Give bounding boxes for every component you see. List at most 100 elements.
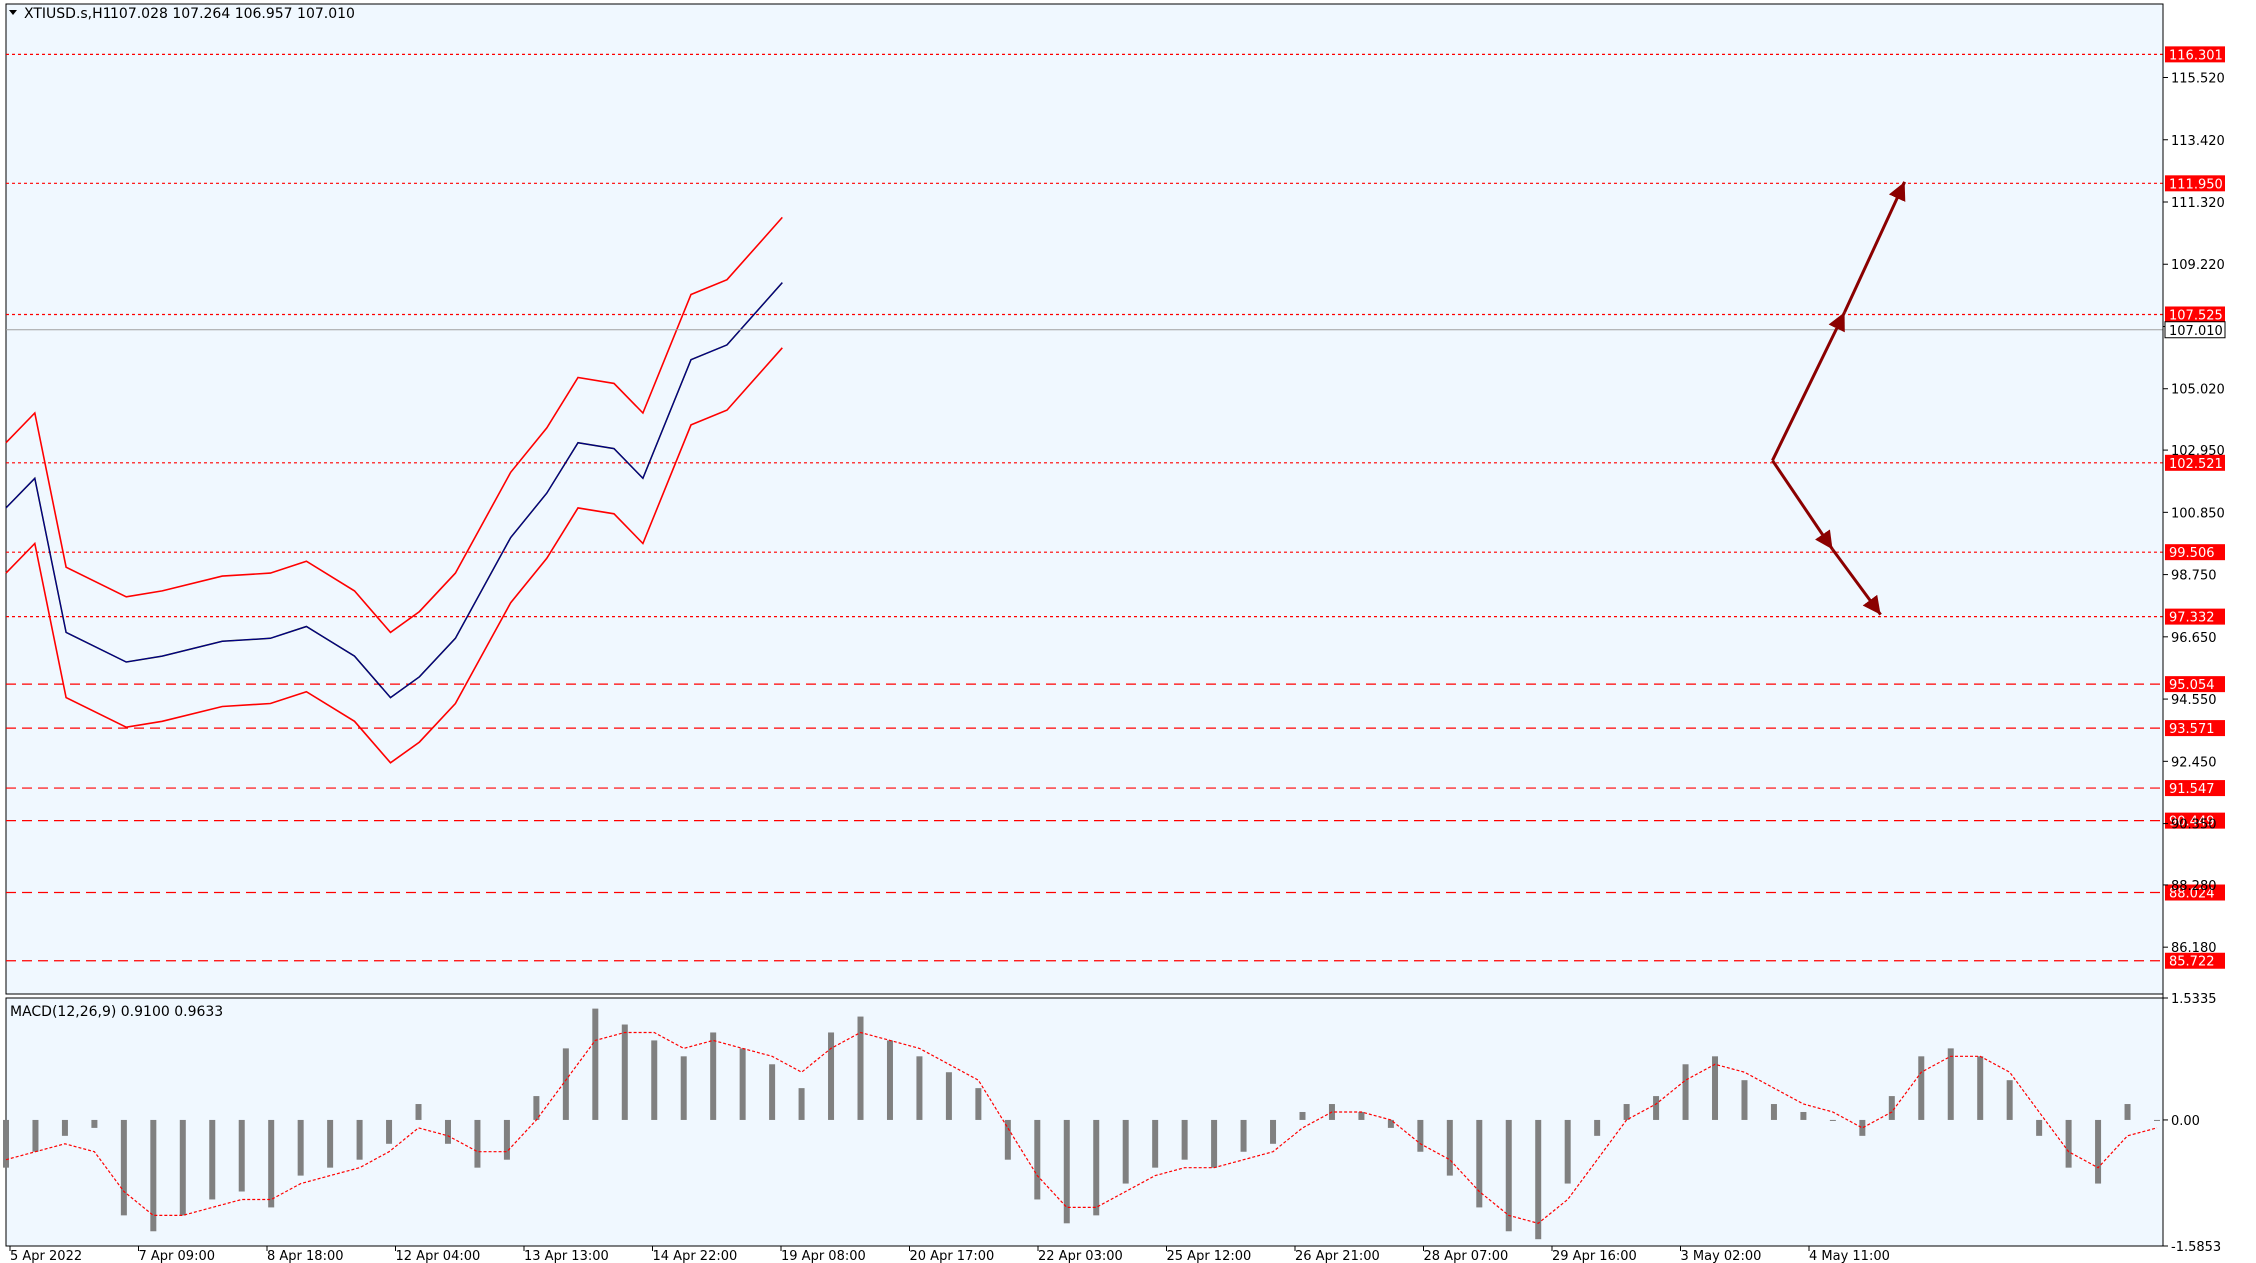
macd-histogram-bar — [327, 1119, 334, 1168]
macd-histogram-bar — [1712, 1056, 1719, 1120]
bollinger-lower-band — [5, 347, 783, 764]
macd-histogram-bar — [1358, 1111, 1365, 1120]
level-price-label: 116.301 — [2169, 48, 2223, 63]
y-tick-label: 94.550 — [2171, 693, 2217, 708]
macd-histogram-bar — [268, 1119, 275, 1208]
macd-histogram-bar — [1211, 1119, 1218, 1168]
x-tick-label: 13 Apr 13:00 — [524, 1249, 609, 1263]
y-tick-label: 96.650 — [2171, 631, 2217, 646]
x-tick-label: 19 Apr 08:00 — [781, 1249, 866, 1263]
x-tick-label: 8 Apr 18:00 — [267, 1249, 344, 1263]
price-panel[interactable] — [5, 3, 2164, 995]
level-price-label: 97.332 — [2169, 611, 2215, 626]
macd-histogram-bar — [2006, 1080, 2013, 1120]
macd-histogram-bar — [1417, 1119, 1424, 1152]
symbol-label: XTIUSD.s,H1 — [24, 6, 112, 22]
level-price-tag — [2165, 306, 2225, 323]
macd-histogram-bar — [2124, 1104, 2131, 1120]
macd-histogram-bar — [91, 1119, 98, 1128]
level-price-label: 88.024 — [2169, 887, 2215, 902]
macd-panel[interactable] — [5, 997, 2164, 1247]
macd-histogram-bar — [2154, 1119, 2160, 1121]
current-price-label: 107.010 — [2169, 324, 2223, 339]
macd-histogram-bar — [651, 1040, 658, 1120]
macd-histogram-bar — [3, 1119, 9, 1168]
ohlc-readout: 107.028 107.264 106.957 107.010 — [110, 6, 355, 22]
macd-histogram-bar — [562, 1048, 569, 1120]
level-price-tag — [2165, 676, 2225, 693]
macd-histogram-bar — [474, 1119, 481, 1168]
macd-histogram-bar — [1682, 1064, 1689, 1120]
level-price-tag — [2165, 175, 2225, 192]
scenario-arrow — [1771, 311, 1846, 462]
macd-histogram-bar — [1505, 1119, 1512, 1232]
macd-histogram-bar — [386, 1119, 393, 1144]
macd-histogram-bar — [798, 1088, 805, 1120]
y-tick-label: 109.220 — [2171, 258, 2225, 273]
macd-histogram-bar — [179, 1119, 186, 1216]
level-price-tag — [2165, 608, 2225, 625]
x-tick-label: 3 May 02:00 — [1681, 1249, 1762, 1263]
macd-histogram-bar — [1063, 1119, 1070, 1224]
level-price-tag — [2165, 780, 2225, 797]
macd-histogram-bar — [975, 1088, 982, 1120]
macd-histogram-bar — [1152, 1119, 1159, 1168]
macd-histogram-bar — [1476, 1119, 1483, 1208]
x-tick-label: 5 Apr 2022 — [10, 1249, 82, 1263]
level-price-label: 90.449 — [2169, 815, 2215, 830]
y-tick-label: 98.750 — [2171, 569, 2217, 584]
level-price-label: 93.571 — [2169, 722, 2215, 737]
macd-histogram-bar — [1918, 1056, 1925, 1120]
macd-histogram-bar — [1004, 1119, 1011, 1160]
macd-histogram-bar — [2095, 1119, 2102, 1184]
macd-histogram-bar — [1594, 1119, 1601, 1136]
macd-histogram-bar — [1093, 1119, 1100, 1216]
y-tick-label: 111.320 — [2171, 196, 2225, 211]
x-tick-label: 20 Apr 17:00 — [910, 1249, 995, 1263]
symbol-menu-icon[interactable] — [9, 10, 17, 15]
macd-tick-label: 0.00 — [2171, 1114, 2200, 1129]
level-price-tag — [2165, 454, 2225, 471]
macd-histogram-bar — [61, 1119, 68, 1136]
y-tick-label: 105.020 — [2171, 383, 2225, 398]
macd-histogram-bar — [710, 1032, 717, 1120]
macd-histogram-bar — [1770, 1104, 1777, 1120]
macd-histogram-bar — [503, 1119, 510, 1160]
macd-histogram-bar — [1034, 1119, 1041, 1200]
x-tick-label: 4 May 11:00 — [1809, 1249, 1890, 1263]
macd-histogram-bar — [1122, 1119, 1129, 1184]
x-tick-label: 25 Apr 12:00 — [1167, 1249, 1252, 1263]
y-tick-label: 102.950 — [2171, 444, 2225, 459]
macd-label: MACD(12,26,9) 0.9100 0.9633 — [10, 1004, 223, 1020]
macd-histogram-bar — [1800, 1111, 1807, 1120]
x-tick-label: 29 Apr 16:00 — [1552, 1249, 1637, 1263]
macd-histogram-bar — [2065, 1119, 2072, 1168]
level-price-tag — [2165, 46, 2225, 63]
macd-histogram-bar — [120, 1119, 127, 1216]
level-price-label: 91.547 — [2169, 782, 2215, 797]
macd-histogram-bar — [209, 1119, 216, 1200]
moving-average-line — [5, 282, 783, 699]
macd-histogram-bar — [1741, 1080, 1748, 1120]
axis-layer: 116.301 111.950 107.525 102.521 99.506 97.332… — [9, 4, 2226, 1263]
macd-histogram-bar — [1240, 1119, 1247, 1152]
macd-histogram-bar — [769, 1064, 776, 1120]
x-tick-label: 22 Apr 03:00 — [1038, 1249, 1123, 1263]
macd-histogram-bar — [680, 1056, 687, 1120]
macd-histogram-bar — [1653, 1096, 1660, 1120]
macd-histogram-bar — [739, 1048, 746, 1120]
macd-histogram-bar — [444, 1119, 451, 1144]
level-price-label: 85.722 — [2169, 955, 2215, 970]
macd-histogram-bar — [945, 1072, 952, 1120]
level-price-label: 99.506 — [2169, 546, 2215, 561]
macd-histogram-bar — [592, 1008, 599, 1120]
macd-histogram-bar — [828, 1032, 835, 1120]
y-tick-label: 115.520 — [2171, 72, 2225, 87]
level-price-label: 107.525 — [2169, 308, 2223, 323]
x-tick-label: 26 Apr 21:00 — [1295, 1249, 1380, 1263]
y-tick-label: 90.350 — [2171, 818, 2217, 833]
macd-histogram-bar — [1623, 1104, 1630, 1120]
x-tick-label: 12 Apr 04:00 — [396, 1249, 481, 1263]
